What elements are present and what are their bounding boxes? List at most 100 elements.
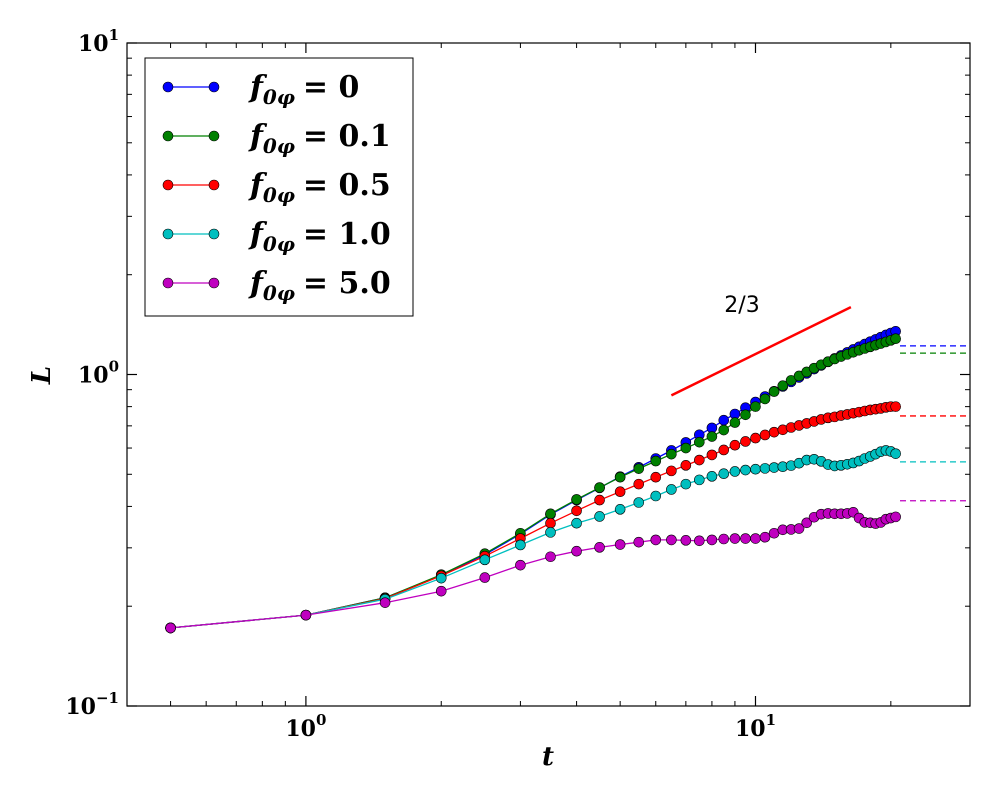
data-point <box>890 511 901 523</box>
data-point <box>571 545 582 557</box>
data-point <box>545 517 556 529</box>
data-point <box>740 436 751 447</box>
data-point <box>666 534 677 546</box>
data-point <box>706 471 718 482</box>
data-point <box>750 432 761 444</box>
data-point <box>694 474 705 486</box>
data-point <box>165 622 176 634</box>
data-point <box>666 465 677 477</box>
legend-marker <box>162 179 174 191</box>
data-point <box>694 535 705 547</box>
legend-marker <box>208 130 220 142</box>
data-point <box>571 517 582 529</box>
data-point <box>680 442 692 454</box>
legend-item: f0φ = 1.0 <box>162 217 391 256</box>
legend-box <box>144 57 414 317</box>
slope-annotation: 2/3 <box>724 293 759 318</box>
legend-marker <box>208 228 220 240</box>
data-point <box>706 431 718 442</box>
data-point <box>718 533 730 545</box>
data-point <box>515 539 526 551</box>
legend-item: f0φ = 5.0 <box>162 266 391 305</box>
data-point <box>515 559 526 571</box>
data-point <box>666 448 677 460</box>
slope-reference-line <box>670 306 852 397</box>
data-point <box>680 460 692 471</box>
data-point <box>729 417 741 428</box>
data-point <box>614 486 626 498</box>
legend-marker <box>162 277 174 289</box>
series-4 <box>165 506 901 634</box>
data-point <box>435 572 447 584</box>
data-point <box>545 551 556 563</box>
data-point <box>545 527 556 538</box>
data-point <box>718 468 730 480</box>
data-point <box>890 448 901 459</box>
data-point <box>729 533 741 544</box>
data-point <box>633 478 645 490</box>
data-point <box>768 386 780 397</box>
legend-marker <box>208 81 220 93</box>
data-point <box>571 505 582 517</box>
data-point <box>890 401 901 412</box>
data-point <box>379 597 391 608</box>
data-point <box>650 490 662 502</box>
data-point <box>680 535 692 546</box>
x-tick-label: 101 <box>735 711 776 742</box>
legend-marker <box>162 228 174 240</box>
data-point <box>633 463 645 474</box>
data-point <box>594 511 605 522</box>
data-point <box>594 482 605 493</box>
legend-marker <box>208 179 220 191</box>
data-point <box>750 533 761 544</box>
y-tick-label: 100 <box>78 358 119 389</box>
data-point <box>479 554 491 566</box>
data-point <box>479 572 491 583</box>
x-tick-label: 100 <box>285 711 326 742</box>
data-point <box>759 393 771 405</box>
data-point <box>435 585 447 597</box>
plot-frame <box>126 42 971 707</box>
data-point <box>718 414 730 426</box>
asymptote-layer <box>900 345 970 502</box>
data-point <box>650 534 662 546</box>
data-point <box>650 471 662 483</box>
data-point <box>666 484 677 495</box>
data-point <box>793 523 805 534</box>
data-point <box>740 409 751 421</box>
y-axis-label: L <box>27 366 57 385</box>
legend-marker <box>162 130 174 142</box>
legend-marker <box>208 277 220 289</box>
data-point <box>890 333 901 345</box>
series-3 <box>165 445 901 634</box>
data-point <box>300 609 312 621</box>
data-point <box>718 444 730 456</box>
data-point <box>801 517 813 529</box>
data-point <box>740 533 751 544</box>
data-point <box>633 497 645 508</box>
data-point <box>706 449 718 461</box>
data-point <box>750 463 761 475</box>
data-point <box>768 426 780 438</box>
data-point <box>740 464 751 476</box>
data-point <box>614 471 626 483</box>
data-point <box>750 401 761 412</box>
data-point <box>706 534 718 546</box>
legend-marker <box>162 81 174 93</box>
legend-label: f0φ = 0.5 <box>248 168 391 207</box>
data-point <box>729 439 741 451</box>
legend-label: f0φ = 1.0 <box>248 217 391 256</box>
data-point <box>785 375 797 386</box>
data-point <box>759 463 771 474</box>
legend-item: f0φ = 0.5 <box>162 168 391 207</box>
data-point <box>759 531 771 543</box>
data-point <box>694 454 705 466</box>
data-point <box>694 436 705 448</box>
y-tick-label: 101 <box>78 26 119 57</box>
data-point <box>594 542 605 553</box>
data-point <box>614 539 626 550</box>
data-point <box>594 494 605 506</box>
data-point <box>571 494 582 505</box>
